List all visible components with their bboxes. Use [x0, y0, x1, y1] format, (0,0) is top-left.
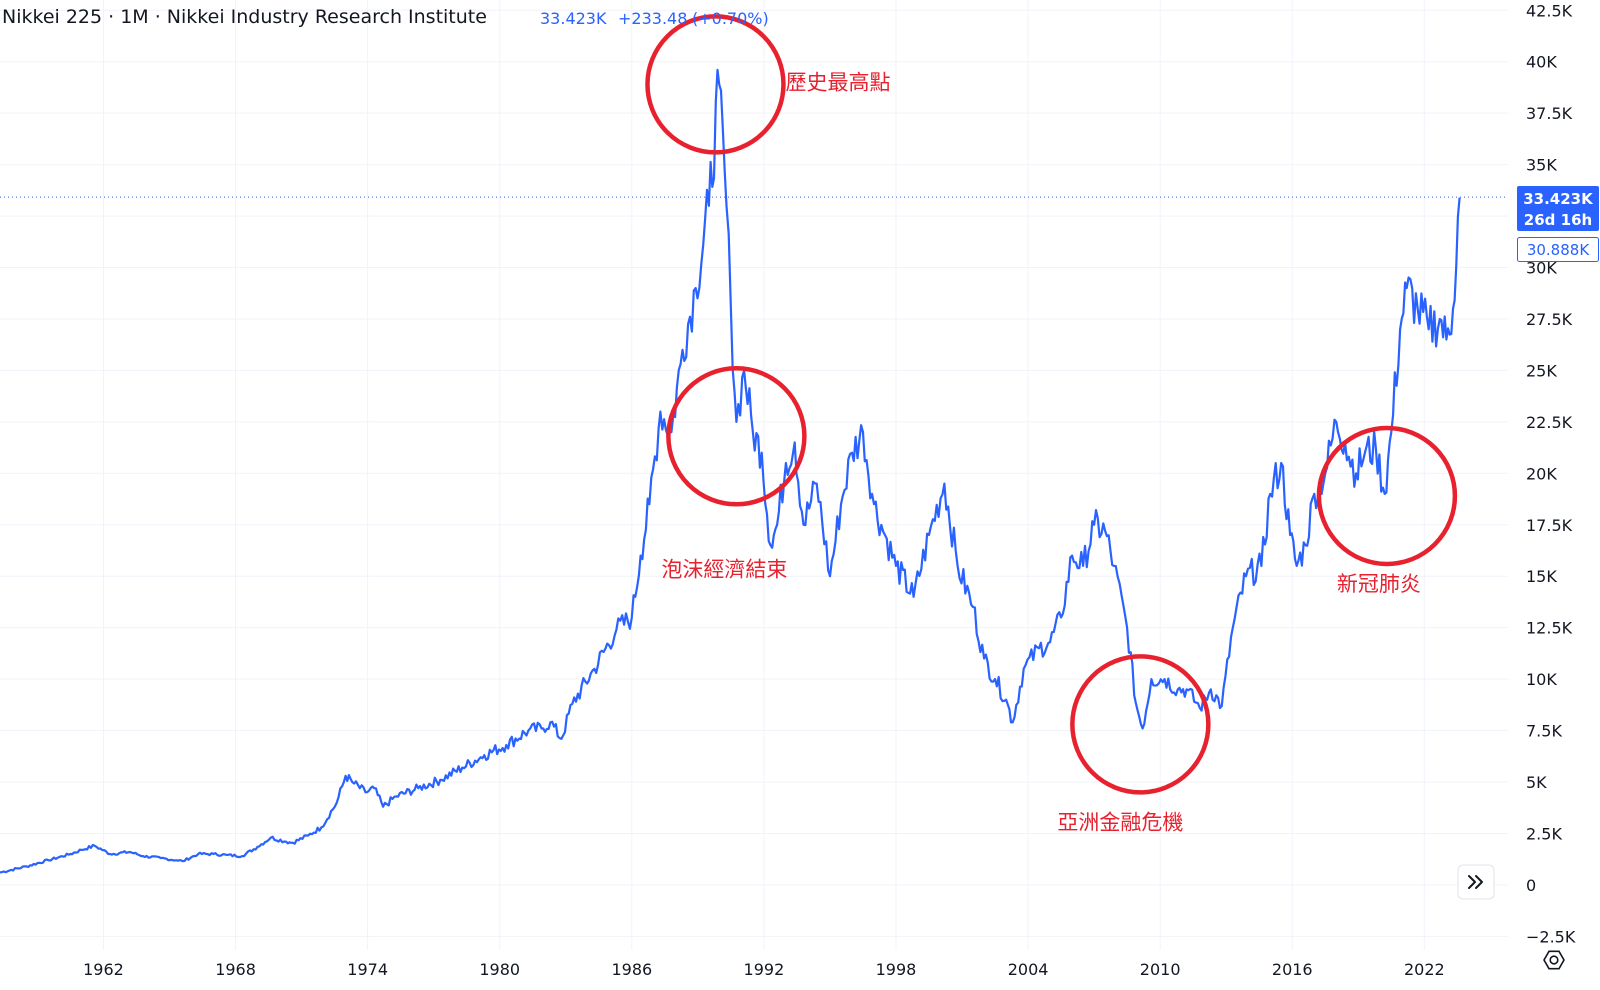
series-line-nikkei[interactable] [0, 68, 1461, 874]
x-axis: 1962 1968 1974 1980 1986 1992 1998 2004 2010 2016… [83, 960, 1445, 979]
annotation-circle [1070, 654, 1211, 795]
current-price-tag: 33.423K 26d 16h [1517, 186, 1599, 231]
y-tick-label: 37.5K [1526, 104, 1573, 123]
y-tick-label: 12.5K [1526, 619, 1573, 638]
annotation-label: 泡沫經濟結束 [661, 557, 787, 581]
x-tick-label: 1986 [611, 960, 652, 979]
x-tick-label: 1962 [83, 960, 124, 979]
current-price-tag-value: 33.423K [1523, 190, 1594, 208]
double-chevron-right-icon [1468, 875, 1483, 889]
chart-title: Nikkei 225 · 1M · Nikkei Industry Resear… [2, 6, 487, 28]
y-tick-label: 35K [1526, 156, 1557, 175]
y-tick-label: 10K [1526, 670, 1557, 689]
x-tick-label: 1974 [347, 960, 388, 979]
secondary-price-tag-bg [1517, 237, 1599, 262]
secondary-price-tag: 30.888K [1517, 237, 1599, 262]
x-tick-label: 1992 [744, 960, 785, 979]
y-tick-label: 17.5K [1526, 516, 1573, 535]
y-tick-label: 20K [1526, 464, 1557, 483]
y-tick-label: 22.5K [1526, 413, 1573, 432]
last-price: 33.423K [540, 9, 607, 28]
annotation-label: 亞洲金融危機 [1057, 810, 1183, 834]
y-axis: 42.5K 40K 37.5K 35K 30K 27.5K 25K 22.5K 20K 17.5K… [1526, 1, 1576, 946]
y-tick-label: 40K [1526, 53, 1557, 72]
y-tick-label: 27.5K [1526, 310, 1573, 329]
x-tick-label: 2016 [1272, 960, 1313, 979]
gear-icon[interactable] [1543, 950, 1565, 970]
x-tick-label: 2010 [1140, 960, 1181, 979]
price-change: +233.48 [618, 9, 687, 28]
x-tick-label: 2004 [1008, 960, 1049, 979]
x-tick-label: 1980 [479, 960, 520, 979]
y-tick-label: 0 [1526, 876, 1536, 895]
annotation-label: 新冠肺炎 [1337, 572, 1421, 596]
annotation-circle [666, 366, 807, 507]
scroll-to-realtime-button[interactable] [1457, 864, 1495, 900]
annotation-circle [1316, 425, 1458, 567]
price-change-percent: (+0.70%) [692, 9, 769, 28]
y-tick-label: 30K [1526, 259, 1557, 278]
x-tick-label: 1998 [876, 960, 917, 979]
y-tick-label: 7.5K [1526, 722, 1562, 741]
current-price-tag-bg [1517, 186, 1599, 231]
y-tick-label: 25K [1526, 361, 1557, 380]
y-tick-label: −2.5K [1526, 927, 1576, 946]
header-quote: 33.423K +233.48 (+0.70%) [540, 9, 769, 28]
x-tick-label: 2022 [1404, 960, 1445, 979]
y-tick-label: 2.5K [1526, 824, 1562, 843]
x-tick-label: 1968 [215, 960, 256, 979]
annotation-label: 歷史最高點 [785, 70, 890, 94]
annotation-circle [645, 14, 786, 155]
y-tick-label: 15K [1526, 567, 1557, 586]
y-tick-label: 42.5K [1526, 1, 1573, 20]
secondary-price-tag-value: 30.888K [1527, 241, 1590, 259]
y-tick-label: 5K [1526, 773, 1547, 792]
countdown-label: 26d 16h [1524, 211, 1592, 229]
